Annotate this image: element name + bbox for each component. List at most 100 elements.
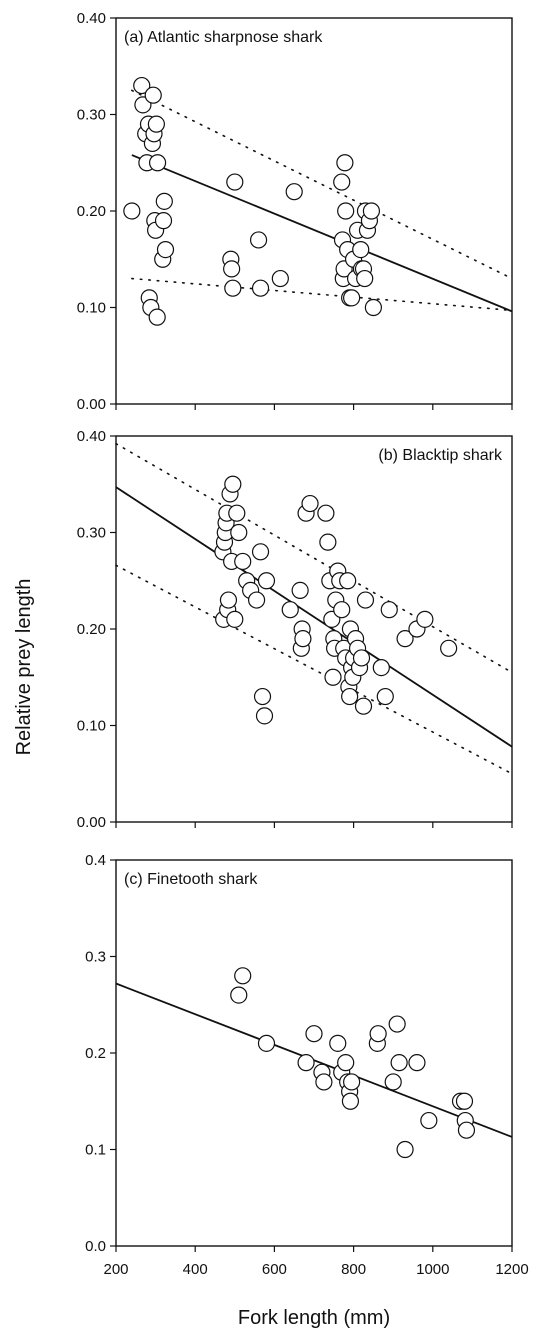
data-point [324, 668, 342, 686]
x-tick-label: 800 [341, 1261, 366, 1278]
data-point [234, 967, 252, 985]
data-point [352, 241, 370, 259]
regression-line [131, 154, 513, 313]
data-point [317, 504, 335, 522]
data-point [294, 630, 312, 648]
data-point [234, 552, 252, 571]
data-point [408, 1054, 426, 1072]
data-point [352, 649, 371, 667]
data-point [305, 1025, 323, 1043]
data-point [343, 1073, 361, 1091]
data-point [226, 173, 244, 191]
data-point [384, 1073, 402, 1091]
data-point [251, 279, 270, 297]
data-point [390, 1054, 408, 1072]
data-point [253, 687, 272, 706]
x-tick-label: 600 [262, 1261, 287, 1278]
data-point [228, 504, 246, 522]
data-point [247, 591, 266, 609]
y-tick-label: 0.2 [85, 1045, 106, 1062]
confidence-line [115, 442, 513, 674]
data-point [356, 269, 374, 288]
data-point [257, 1034, 276, 1052]
data-point [230, 986, 248, 1004]
y-tick-label: 0.1 [85, 1142, 106, 1159]
y-tick-label: 0.4 [85, 852, 106, 869]
data-point [333, 173, 351, 191]
data-point [396, 630, 414, 648]
plot-frame [115, 859, 513, 1247]
data-point [281, 601, 299, 619]
data-point [364, 298, 382, 317]
data-point [285, 183, 303, 201]
confidence-line [131, 89, 513, 280]
confidence-line [115, 564, 513, 775]
data-point [271, 269, 289, 288]
y-tick-label: 0.30 [77, 525, 106, 542]
y-tick-label: 0.00 [77, 814, 106, 831]
data-point [123, 202, 141, 220]
data-point [291, 581, 309, 600]
data-point [380, 601, 398, 619]
x-tick-label: 1000 [416, 1261, 449, 1278]
data-point [156, 241, 175, 259]
x-axis-title: Fork length (mm) [238, 1307, 390, 1329]
data-point [154, 212, 173, 230]
data-point [230, 523, 248, 542]
y-tick-label: 0.20 [77, 203, 106, 220]
regression-line [115, 486, 513, 748]
panels: 0.00 0.10 0.20 0.30 0.40 (a) Atlantic sharpno… [77, 10, 529, 1278]
data-point [251, 543, 270, 561]
data-point [336, 154, 354, 172]
data-point [337, 202, 355, 220]
data-point [333, 601, 351, 619]
data-point [343, 289, 361, 307]
data-point [341, 1092, 360, 1110]
data-point [329, 1034, 347, 1052]
y-tick-label: 0.10 [77, 300, 106, 317]
data-point [257, 572, 276, 590]
data-point [255, 707, 274, 725]
data-point [249, 231, 268, 249]
data-point [297, 1054, 315, 1072]
panel-2: 0.0 0.1 0.2 0.3 0.4 200 400 600 800 1000 1200 (c) F… [85, 852, 529, 1278]
data-point [388, 1015, 406, 1033]
data-point [224, 279, 242, 297]
data-point [372, 658, 390, 677]
panel-title: (a) Atlantic sharpnose shark [124, 29, 323, 46]
data-point [219, 591, 238, 609]
data-point [396, 1140, 414, 1159]
data-point [337, 1054, 355, 1072]
data-point [226, 610, 244, 628]
data-point [369, 1025, 387, 1043]
data-point [223, 260, 241, 278]
y-tick-label: 0.0 [85, 1238, 106, 1255]
data-point [133, 76, 151, 95]
panel-title: (b) Blacktip shark [378, 447, 503, 464]
plot-frame [115, 17, 513, 405]
data-point [339, 572, 357, 590]
y-tick-label: 0.00 [77, 396, 106, 413]
data-point [457, 1121, 476, 1139]
x-tick-label: 1200 [495, 1261, 528, 1278]
panel-1: 0.00 0.10 0.20 0.30 0.40 (b) Blacktip shark [77, 428, 513, 831]
data-point [155, 192, 173, 210]
panel-0: 0.00 0.10 0.20 0.30 0.40 (a) Atlantic sharpno… [77, 10, 513, 413]
data-point [315, 1073, 333, 1091]
data-point [148, 308, 166, 326]
y-tick-label: 0.40 [77, 10, 106, 27]
data-point [356, 591, 375, 609]
x-tick-label: 400 [183, 1261, 208, 1278]
x-tick-label: 200 [103, 1261, 128, 1278]
data-point [148, 154, 167, 172]
confidence-line [131, 277, 513, 312]
data-point [376, 687, 394, 706]
data-point [319, 533, 337, 551]
plot-frame [115, 435, 513, 823]
data-point [416, 610, 434, 628]
data-point [455, 1092, 474, 1110]
y-tick-label: 0.10 [77, 718, 106, 735]
data-point [362, 202, 381, 220]
y-tick-label: 0.30 [77, 107, 106, 124]
